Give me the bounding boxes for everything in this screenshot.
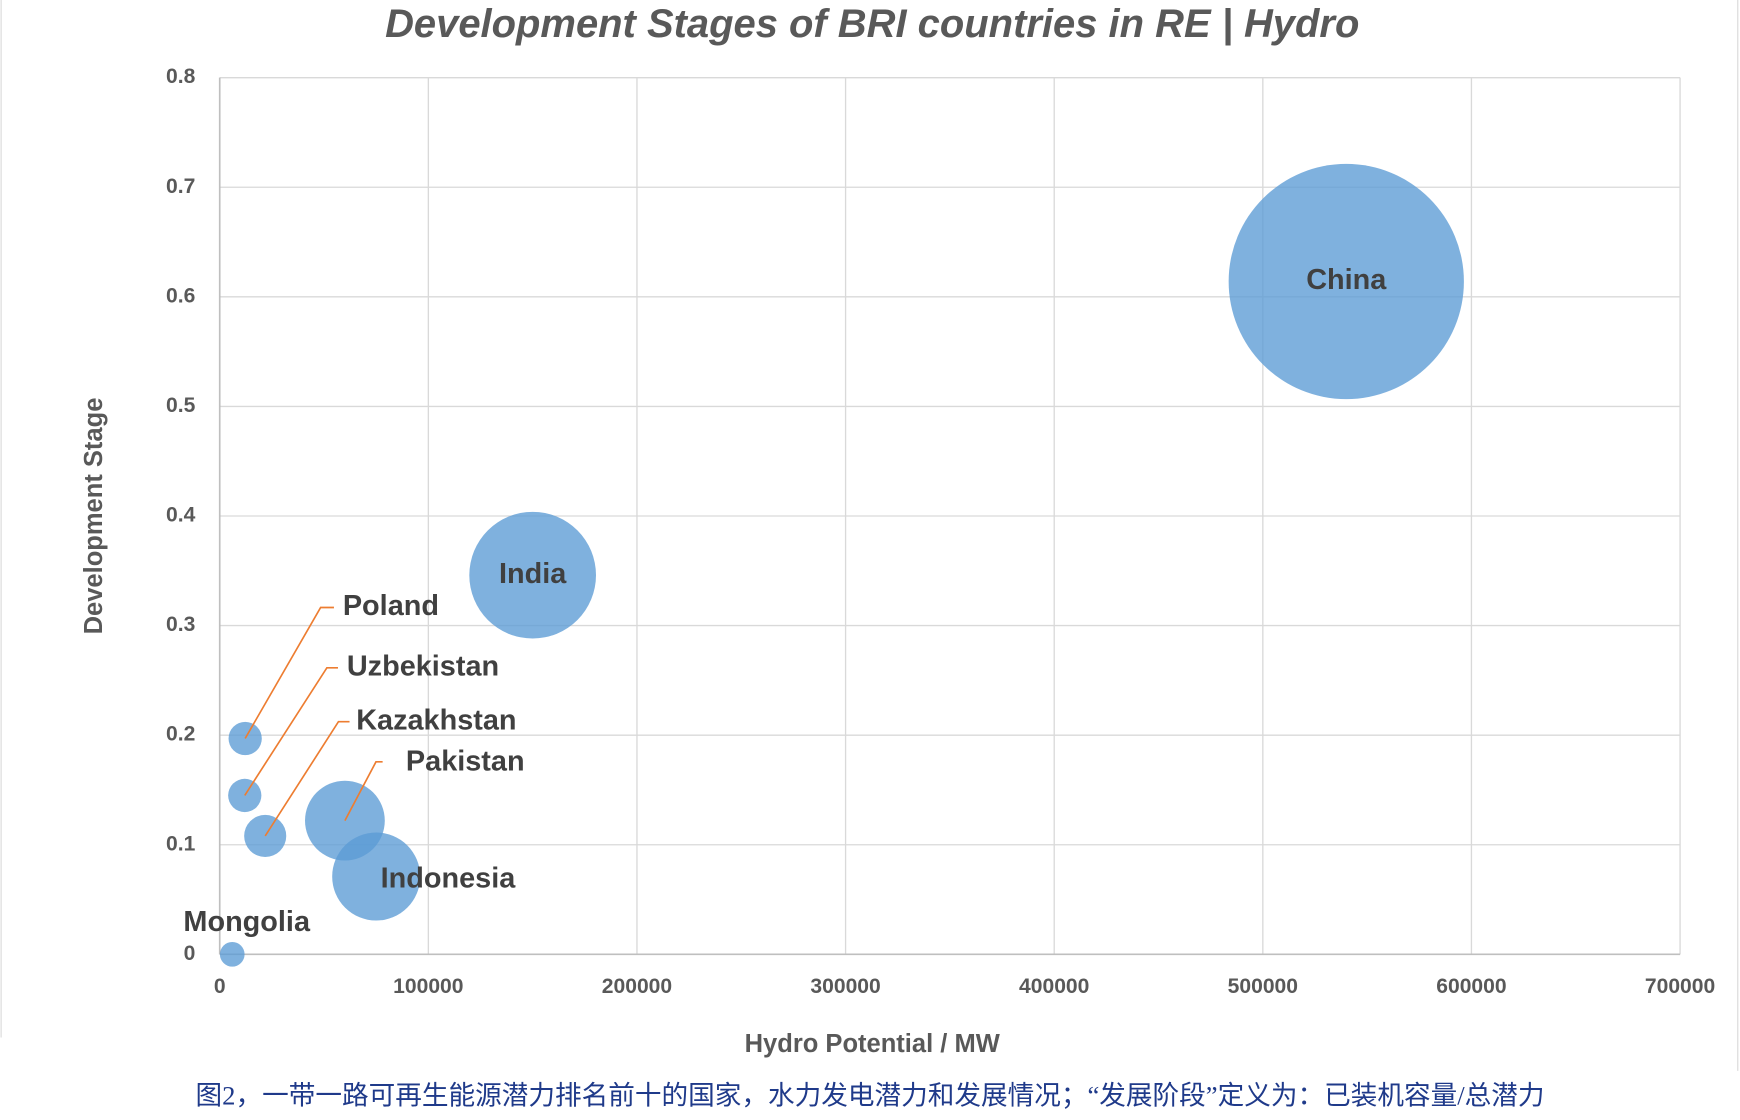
point-label: India [499,558,567,590]
x-tick-label: 600000 [1436,975,1506,998]
x-tick-label: 0 [214,975,226,998]
chart-title: Development Stages of BRI countries in R… [385,2,1359,46]
point-label: China [1306,264,1387,296]
bubble [228,778,262,813]
bubble [469,511,597,639]
point-label: Poland [343,590,439,622]
y-tick-label: 0.1 [166,832,196,855]
leader-line [244,606,334,739]
point-label: Indonesia [381,862,517,894]
y-tick-label: 0.7 [166,175,195,198]
y-tick-label: 0.3 [166,613,195,636]
point-label: Kazakhstan [356,704,516,736]
y-tick-label: 0.5 [166,394,196,417]
bubble [219,941,245,967]
plot-area: 0 0.1 0.2 0.3 0.4 0.5 0.6 0.7 0.8 0 100000 200000 30… [166,65,1715,998]
point-label: Uzbekistan [347,650,499,682]
y-tick-label: 0.2 [166,723,195,746]
x-tick-label: 400000 [1019,975,1089,998]
caption: 图2，一带一路可再生能源潜力排名前十的国家，水力发电潜力和发展情况；“发展阶段”… [196,1081,1545,1111]
x-tick-label: 100000 [393,975,463,998]
x-axis-label: Hydro Potential / MW [745,1030,1001,1058]
x-tick-label: 200000 [602,975,672,998]
leader-line [244,666,338,796]
x-tick-label: 700000 [1645,975,1715,998]
y-axis-label: Development Stage [80,398,108,635]
point-label: Pakistan [406,746,525,778]
leader-line [264,720,350,837]
x-tick-label: 500000 [1228,975,1298,998]
y-tick-label: 0.4 [166,504,196,527]
leader-line [344,760,383,822]
y-tick-label: 0.8 [166,65,196,88]
point-label: Mongolia [183,906,311,938]
y-tick-label: 0 [184,942,196,965]
bubble [1228,163,1464,400]
y-tick-label: 0.6 [166,284,195,307]
x-tick-label: 300000 [810,975,880,998]
bubble [332,832,421,921]
